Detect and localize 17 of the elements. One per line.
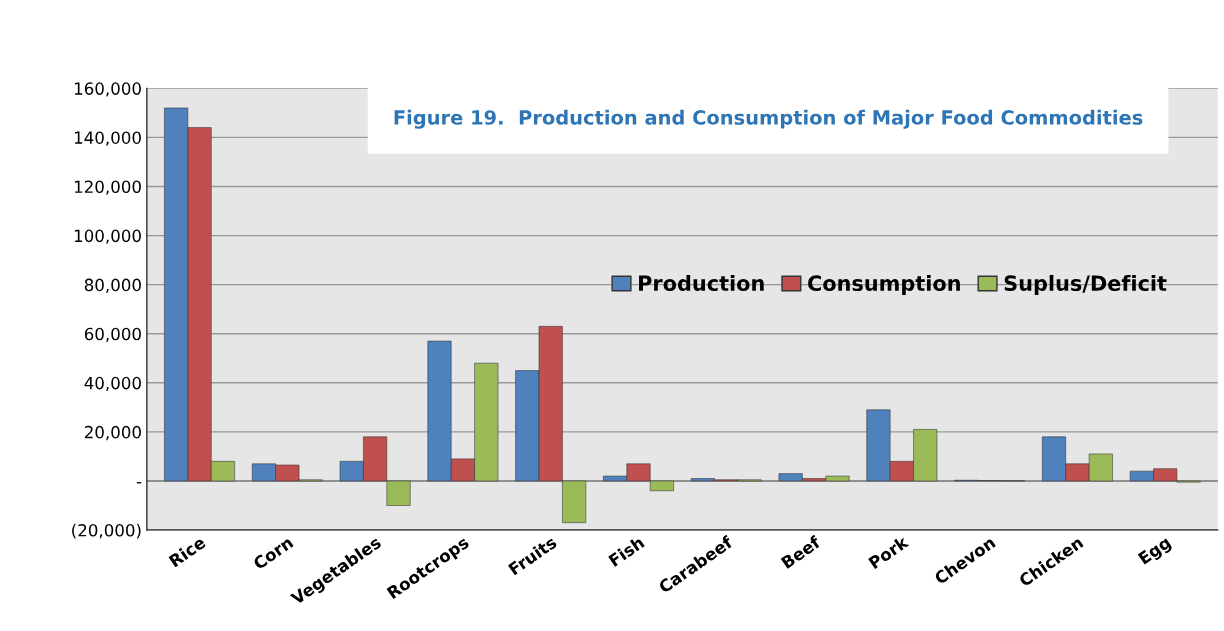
y-tick-label: 160,000	[74, 82, 141, 97]
legend-label: Suplus/Deficit	[1004, 274, 1167, 296]
x-tick-label: Fish	[607, 535, 645, 567]
y-tick-label: 20,000	[84, 425, 141, 441]
y-tick-label: -	[136, 482, 142, 484]
y-tick-label: 80,000	[84, 278, 141, 293]
x-tick-label: Egg	[1137, 536, 1174, 568]
y-tick-label: 40,000	[84, 376, 141, 392]
y-tick-label: 120,000	[74, 180, 141, 195]
y-tick-label: 140,000	[74, 131, 141, 146]
legend-label: Consumption	[808, 274, 960, 296]
legend-label: Production	[639, 274, 764, 292]
text: Figure 19. Production and Consumption of Major Food Commodities	[394, 109, 1143, 129]
x-tick-label: Rice	[168, 535, 207, 568]
y-tick-label: (20,000)	[72, 523, 141, 539]
y-tick-label: 60,000	[84, 327, 141, 342]
y-tick-label: 100,000	[74, 229, 141, 244]
